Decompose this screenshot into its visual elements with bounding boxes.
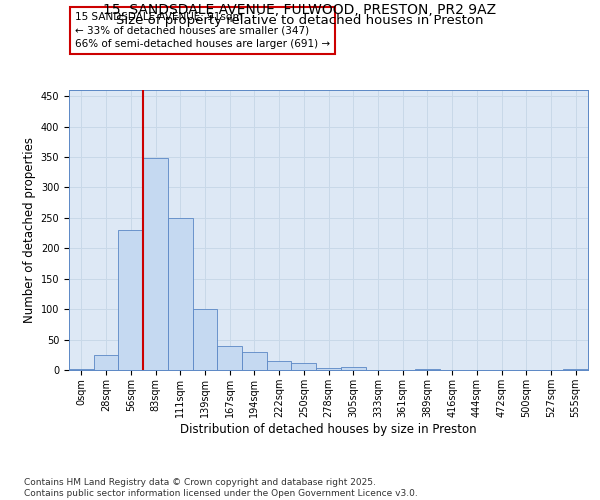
Bar xyxy=(94,355,118,370)
Text: 15 SANDSDALE AVENUE: 91sqm
← 33% of detached houses are smaller (347)
66% of sem: 15 SANDSDALE AVENUE: 91sqm ← 33% of deta… xyxy=(75,12,330,49)
Bar xyxy=(217,346,242,370)
Bar xyxy=(316,368,341,370)
Bar xyxy=(267,361,292,370)
Text: 15, SANDSDALE AVENUE, FULWOOD, PRESTON, PR2 9AZ: 15, SANDSDALE AVENUE, FULWOOD, PRESTON, … xyxy=(103,2,497,16)
Bar xyxy=(292,364,316,370)
Bar xyxy=(242,352,267,370)
Bar xyxy=(143,158,168,370)
Bar xyxy=(168,218,193,370)
Bar xyxy=(193,309,217,370)
X-axis label: Distribution of detached houses by size in Preston: Distribution of detached houses by size … xyxy=(180,422,477,436)
Bar xyxy=(69,369,94,370)
Text: Contains HM Land Registry data © Crown copyright and database right 2025.
Contai: Contains HM Land Registry data © Crown c… xyxy=(24,478,418,498)
Text: Size of property relative to detached houses in Preston: Size of property relative to detached ho… xyxy=(116,14,484,27)
Bar xyxy=(341,367,365,370)
Y-axis label: Number of detached properties: Number of detached properties xyxy=(23,137,37,323)
Bar xyxy=(118,230,143,370)
